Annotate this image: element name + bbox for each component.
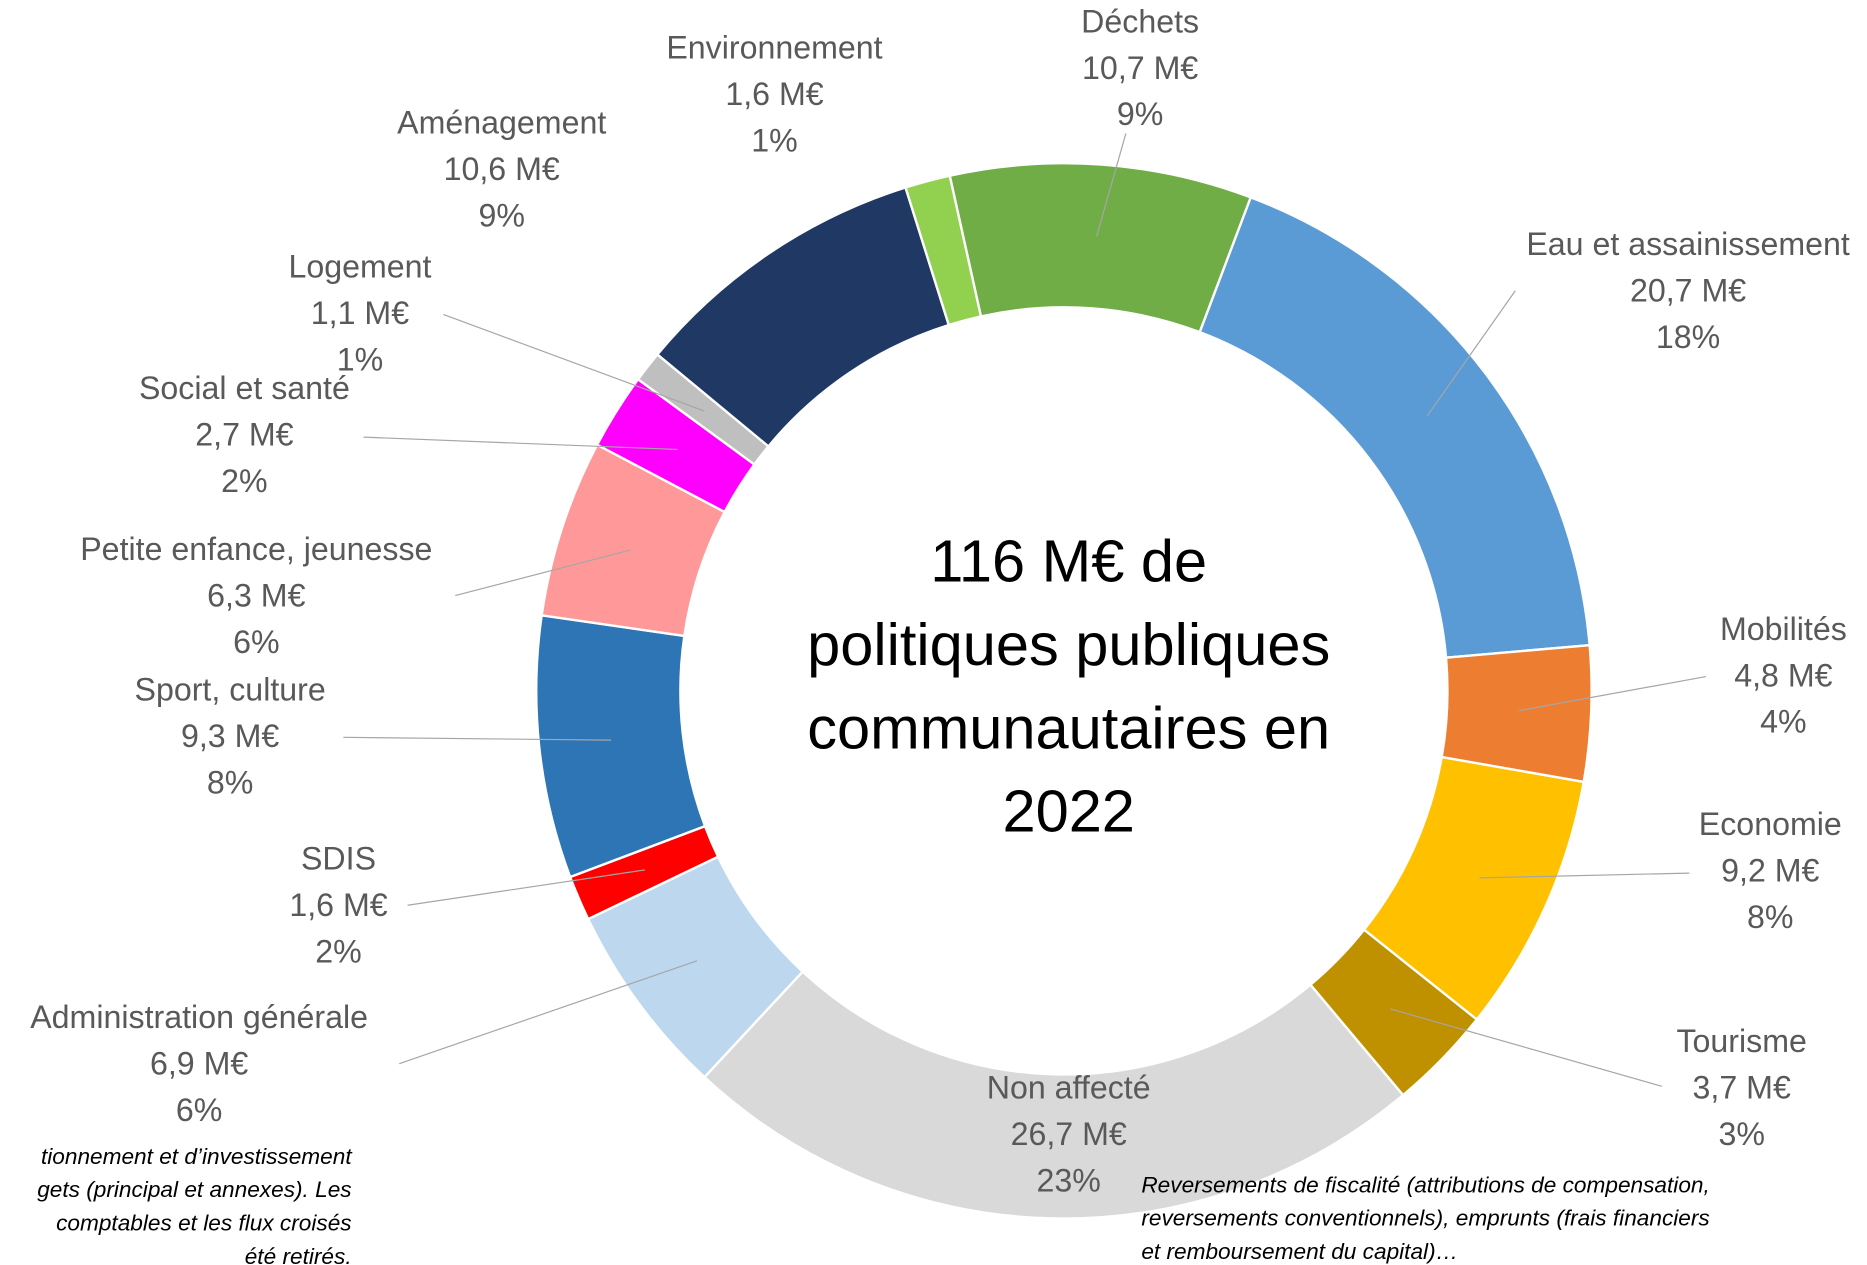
value-label: 9,2 M€ — [1721, 853, 1819, 889]
center-text: politiques publiques — [807, 611, 1330, 678]
leader-line — [455, 549, 631, 597]
leader-line — [343, 736, 611, 741]
leader-line — [363, 436, 678, 451]
donut-segment — [1198, 195, 1591, 659]
category-label: Déchets — [1081, 3, 1199, 39]
footnote-left: été retirés. — [245, 1244, 352, 1265]
leader-line — [443, 313, 705, 412]
value-label: 6,9 M€ — [150, 1046, 248, 1082]
center-text: 2022 — [1002, 778, 1134, 845]
leader-line — [1479, 872, 1690, 879]
leader-line — [399, 960, 698, 1065]
leader-line — [1390, 1008, 1663, 1087]
category-label: Eau et assainissement — [1526, 226, 1850, 262]
percent-label: 9% — [1117, 96, 1163, 132]
footnote-right: reversements conventionnels), emprunts (… — [1141, 1206, 1709, 1231]
percent-label: 3% — [1718, 1116, 1764, 1152]
leader-line — [407, 869, 646, 906]
footnote-right: Reversements de fiscalité (attributions … — [1141, 1172, 1709, 1197]
percent-label: 8% — [1747, 899, 1793, 935]
value-label: 1,6 M€ — [725, 76, 823, 112]
value-label: 26,7 M€ — [1011, 1116, 1127, 1152]
percent-label: 6% — [176, 1092, 222, 1128]
percent-label: 4% — [1760, 704, 1806, 740]
percent-label: 6% — [233, 624, 279, 660]
category-label: Logement — [288, 249, 431, 285]
category-label: Aménagement — [397, 105, 606, 141]
category-label: Economie — [1699, 806, 1842, 842]
donut-segment — [904, 174, 983, 327]
footnote-left: tionnement et d’investissement — [41, 1144, 353, 1169]
footnote-left: gets (principal et annexes). Les — [37, 1177, 351, 1202]
leader-line — [1426, 290, 1516, 417]
category-label: Social et santé — [139, 370, 350, 406]
value-label: 1,1 M€ — [311, 295, 409, 331]
center-text: 116 M€ de — [930, 528, 1207, 595]
value-label: 10,7 M€ — [1082, 50, 1198, 86]
percent-label: 18% — [1656, 319, 1720, 355]
category-label: Environnement — [666, 30, 882, 66]
value-label: 1,6 M€ — [289, 887, 387, 923]
donut-segment — [948, 161, 1253, 334]
category-label: Tourisme — [1676, 1023, 1806, 1059]
percent-label: 1% — [337, 342, 383, 378]
value-label: 10,6 M€ — [444, 151, 560, 187]
percent-label: 23% — [1037, 1162, 1101, 1198]
category-label: Sport, culture — [135, 672, 326, 708]
value-label: 9,3 M€ — [181, 718, 279, 754]
center-text: communautaires en — [807, 694, 1330, 761]
value-label: 20,7 M€ — [1630, 273, 1746, 309]
value-label: 3,7 M€ — [1693, 1069, 1791, 1105]
percent-label: 8% — [207, 764, 253, 800]
leader-line — [1096, 133, 1127, 237]
donut-segment — [702, 969, 1405, 1220]
category-label: Administration générale — [30, 999, 368, 1035]
leader-line — [1519, 675, 1707, 712]
category-label: Mobilités — [1720, 611, 1847, 647]
value-label: 2,7 M€ — [195, 417, 293, 453]
value-label: 6,3 M€ — [207, 577, 305, 613]
footnote-left: comptables et les flux croisés — [56, 1210, 352, 1235]
percent-label: 2% — [221, 463, 267, 499]
percent-label: 9% — [478, 197, 524, 233]
percent-label: 2% — [315, 934, 361, 970]
category-label: Petite enfance, jeunesse — [80, 531, 432, 567]
value-label: 4,8 M€ — [1734, 657, 1832, 693]
category-label: Non affecté — [987, 1069, 1151, 1105]
percent-label: 1% — [751, 122, 797, 158]
footnote-right: et remboursement du capital)… — [1141, 1239, 1458, 1264]
category-label: SDIS — [301, 841, 376, 877]
